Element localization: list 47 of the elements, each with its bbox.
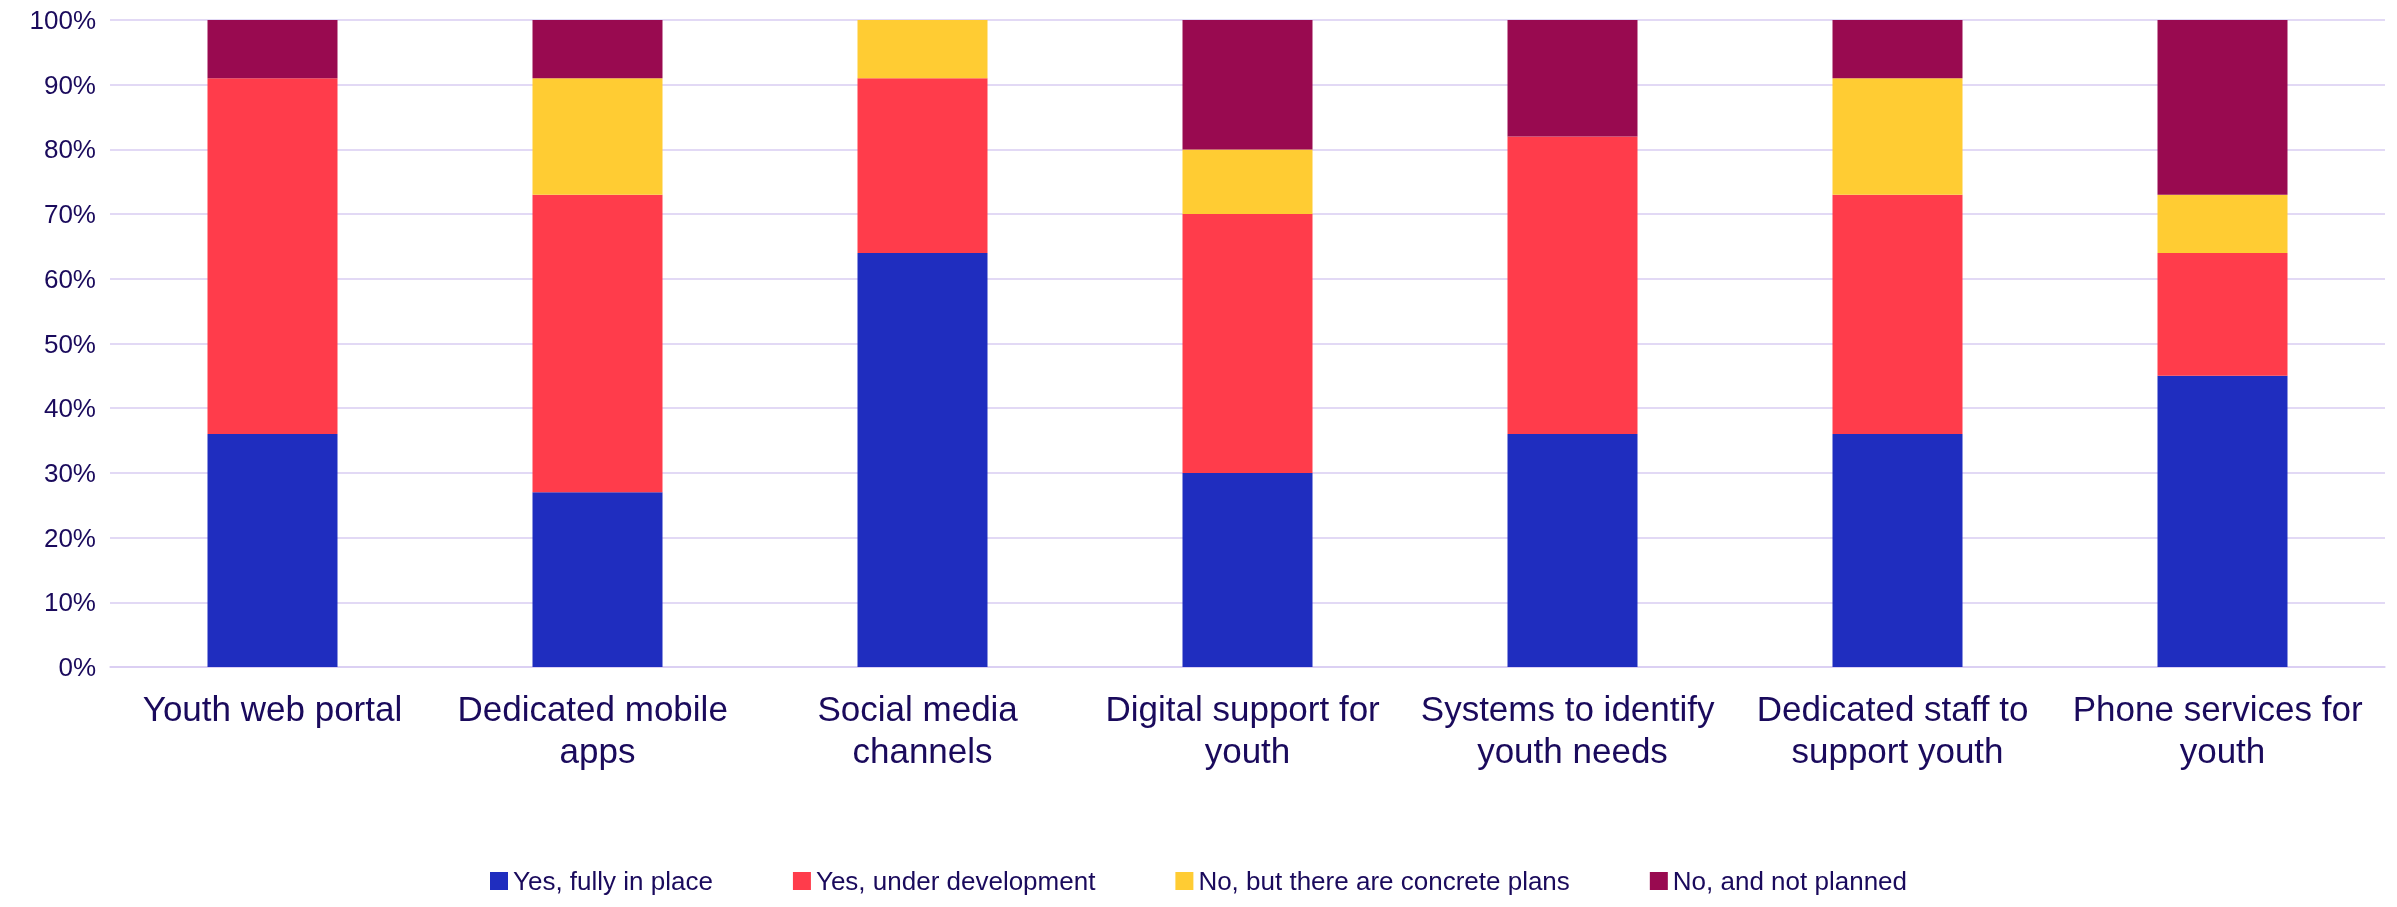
legend-label: No, but there are concrete plans (1198, 866, 1570, 896)
x-tick-label: Dedicated staff to support youth (1756, 688, 2039, 770)
bar (1507, 434, 1638, 667)
legend-label: Yes, fully in place (512, 866, 713, 896)
bar (1507, 136, 1638, 435)
bar (2157, 194, 2288, 253)
bar (532, 492, 663, 667)
bar (1182, 214, 1313, 473)
bar (532, 78, 663, 195)
y-tick-label: 70% (43, 199, 96, 230)
y-tick-label: 60% (43, 263, 96, 294)
bar (2157, 375, 2288, 667)
legend-label: Yes, under development (815, 866, 1097, 896)
bar (532, 20, 663, 79)
bar (1182, 20, 1313, 150)
y-tick-label: 20% (43, 522, 96, 553)
bar (207, 20, 338, 79)
bar (2157, 252, 2288, 376)
x-tick-label: Dedicated mobile apps (457, 688, 738, 770)
legend-label: No, and not planned (1672, 866, 1908, 896)
bar (1832, 194, 1963, 435)
bar (857, 20, 988, 79)
bar (1832, 20, 1963, 79)
bar (207, 78, 338, 435)
x-tick-label: Social media channels (817, 688, 1028, 770)
bar (857, 252, 988, 667)
y-tick-label: 50% (43, 328, 96, 359)
y-tick-label: 80% (43, 134, 96, 165)
x-tick-label: Digital support for youth (1105, 688, 1390, 770)
y-tick-label: 10% (43, 587, 96, 618)
x-tick-label: Systems to identify youth needs (1420, 688, 1725, 770)
bar (207, 434, 338, 667)
bar (1832, 78, 1963, 195)
bar (857, 78, 988, 253)
bar (1182, 149, 1313, 215)
y-tick-label: 40% (43, 393, 96, 424)
bar (1182, 472, 1313, 667)
y-tick-label: 0% (58, 652, 96, 682)
bar (1507, 20, 1638, 137)
y-tick-label: 100% (29, 5, 96, 35)
bar (2157, 20, 2288, 195)
y-tick-label: 30% (43, 457, 96, 488)
x-tick-label: Youth web portal (142, 688, 403, 728)
bar (532, 194, 663, 493)
bar (1832, 434, 1963, 667)
y-tick-label: 90% (43, 69, 96, 100)
x-tick-label: Phone services for youth (2072, 688, 2373, 770)
